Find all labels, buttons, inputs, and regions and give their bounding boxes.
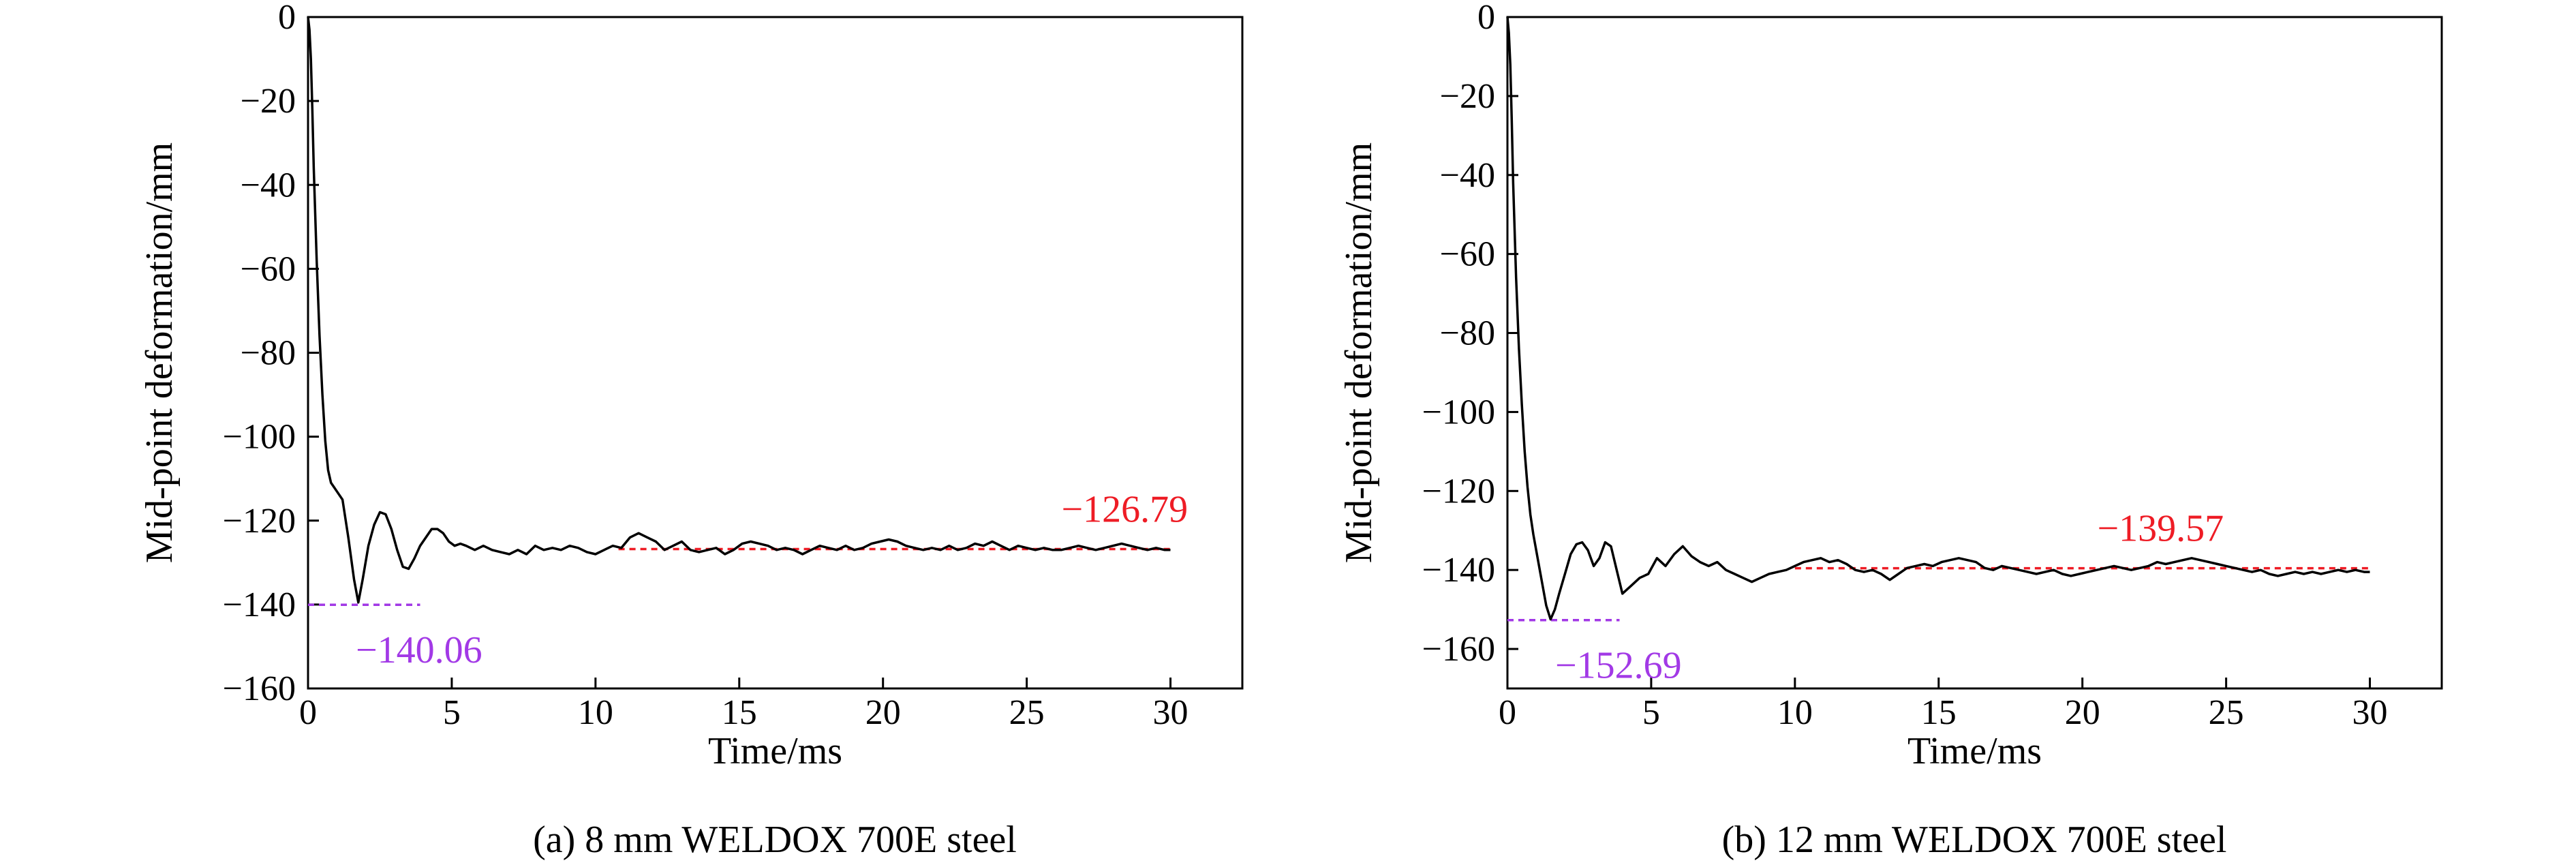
y-tick-label: −20 [241, 82, 296, 121]
y-tick-label: −140 [223, 586, 296, 624]
plot-frame [1507, 17, 2442, 688]
y-tick-label: −120 [223, 502, 296, 541]
peak-value-label: −140.06 [356, 629, 482, 671]
y-tick-label: −60 [241, 249, 296, 288]
deformation-curve [1507, 17, 2370, 620]
y-tick-label: −40 [1440, 156, 1495, 195]
x-tick-label: 20 [2065, 693, 2100, 732]
x-tick-label: 30 [1153, 693, 1189, 732]
x-tick-label: 5 [443, 693, 461, 732]
x-axis-label: Time/ms [708, 730, 842, 772]
final-value-label: −139.57 [2098, 508, 2224, 550]
x-tick-label: 25 [2209, 693, 2244, 732]
y-axis-label: Mid-point deformation/mm [138, 142, 181, 563]
y-tick-label: −160 [223, 669, 296, 708]
plot-frame [308, 17, 1242, 688]
panel-caption: (a) 8 mm WELDOX 700E steel [533, 819, 1017, 861]
y-tick-label: −60 [1440, 235, 1495, 274]
y-tick-label: −80 [1440, 314, 1495, 353]
x-tick-label: 5 [1642, 693, 1660, 732]
y-tick-label: −120 [1422, 472, 1495, 511]
panel-caption: (b) 12 mm WELDOX 700E steel [1722, 819, 2227, 861]
x-tick-label: 0 [299, 693, 317, 732]
y-tick-label: −100 [1422, 393, 1495, 431]
deformation-curve [308, 17, 1171, 603]
x-tick-label: 25 [1009, 693, 1045, 732]
y-tick-label: 0 [278, 0, 296, 37]
x-axis-label: Time/ms [1907, 730, 2042, 772]
x-tick-label: 15 [1921, 693, 1957, 732]
y-tick-label: 0 [1477, 0, 1495, 37]
panel-a: 0 5 10 15 20 25 30 0 −20 −40 −60 −80 −100 −120 −140 −16… [138, 0, 1242, 861]
y-tick-label: −140 [1422, 551, 1495, 590]
x-tick-label: 15 [722, 693, 757, 732]
x-tick-label: 0 [1499, 693, 1516, 732]
y-axis-label: Mid-point deformation/mm [1338, 142, 1380, 563]
x-tick-label: 10 [578, 693, 613, 732]
figure: 0 5 10 15 20 25 30 0 −20 −40 −60 −80 −100 −120 −140 −16… [0, 0, 2576, 865]
y-tick-label: −160 [1422, 630, 1495, 669]
x-tick-label: 30 [2352, 693, 2388, 732]
y-tick-label: −20 [1440, 77, 1495, 116]
y-tick-label: −40 [241, 166, 296, 204]
panel-b: 0 5 10 15 20 25 30 0 −20 −40 −60 −80 −100 −120 −140 −16… [1338, 0, 2442, 861]
y-tick-label: −100 [223, 418, 296, 457]
y-tick-label: −80 [241, 334, 296, 373]
peak-value-label: −152.69 [1555, 645, 1682, 687]
x-tick-label: 20 [865, 693, 901, 732]
x-tick-label: 10 [1777, 693, 1813, 732]
final-value-label: −126.79 [1062, 489, 1189, 531]
